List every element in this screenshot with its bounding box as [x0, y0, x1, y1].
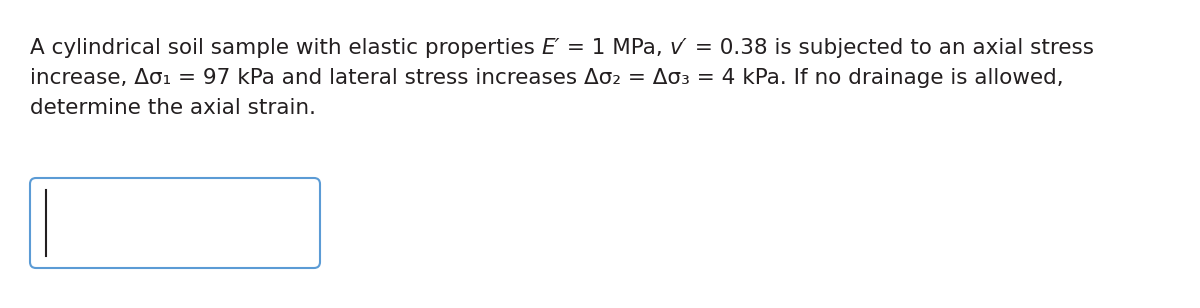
- FancyBboxPatch shape: [30, 178, 320, 268]
- Text: E′: E′: [541, 38, 560, 58]
- Text: = 0.38 is subjected to an axial stress: = 0.38 is subjected to an axial stress: [688, 38, 1093, 58]
- Text: v′: v′: [670, 38, 688, 58]
- Text: A cylindrical soil sample with elastic properties: A cylindrical soil sample with elastic p…: [30, 38, 541, 58]
- Text: = 1 MPa,: = 1 MPa,: [560, 38, 670, 58]
- Text: determine the axial strain.: determine the axial strain.: [30, 98, 316, 118]
- Text: increase, Δσ₁ = 97 kPa and lateral stress increases Δσ₂ = Δσ₃ = 4 kPa. If no dra: increase, Δσ₁ = 97 kPa and lateral stres…: [30, 68, 1063, 88]
